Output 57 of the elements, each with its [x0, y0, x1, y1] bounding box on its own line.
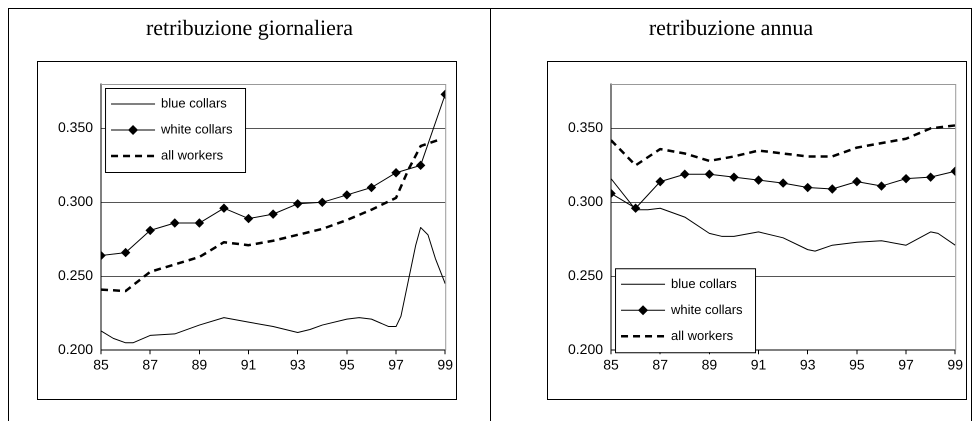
point: [656, 177, 665, 186]
point: [293, 199, 302, 208]
x-tick-label: 95: [339, 356, 355, 372]
point: [268, 210, 278, 219]
point: [416, 160, 426, 170]
x-tick-label: 97: [898, 356, 914, 372]
legend-label: white collars: [160, 122, 234, 137]
x-tick-label: 89: [702, 356, 718, 372]
y-tick-label: 0.200: [568, 341, 604, 358]
legend-label: blue collars: [671, 276, 738, 291]
point: [121, 248, 130, 258]
y-tick-label: 0.300: [58, 193, 94, 210]
point: [219, 204, 228, 213]
legend-label: white collars: [670, 302, 744, 317]
x-tick-label: 91: [750, 356, 767, 372]
x-tick-label: 85: [93, 356, 110, 372]
legend-label: all workers: [671, 328, 734, 343]
point: [754, 176, 764, 185]
point: [803, 183, 812, 192]
x-tick-label: 99: [947, 356, 964, 372]
point: [926, 172, 936, 182]
point: [194, 218, 204, 228]
chart-title: retribuzione annua: [648, 15, 814, 41]
point: [876, 182, 886, 191]
point: [342, 190, 352, 200]
y-tick-label: 0.200: [58, 341, 94, 358]
chart-title: retribuzione giornaliera: [144, 15, 354, 41]
point: [704, 170, 714, 179]
point: [852, 177, 862, 186]
x-tick-label: 87: [652, 356, 668, 372]
x-tick-label: 97: [388, 356, 404, 372]
point: [170, 218, 180, 228]
legend-label: blue collars: [161, 96, 228, 111]
y-tick-label: 0.350: [58, 119, 94, 136]
x-tick-label: 87: [142, 356, 158, 372]
x-tick-label: 91: [240, 356, 257, 372]
point: [828, 184, 837, 194]
point: [392, 168, 401, 178]
x-tick-label: 85: [603, 356, 620, 372]
point: [680, 170, 690, 179]
y-tick-label: 0.250: [58, 267, 94, 284]
y-tick-label: 0.250: [568, 267, 604, 284]
point: [778, 178, 788, 188]
y-tick-label: 0.300: [568, 193, 604, 210]
legend-label: all workers: [161, 148, 224, 163]
point: [318, 198, 327, 207]
x-tick-label: 93: [290, 356, 306, 372]
y-tick-label: 0.350: [568, 119, 604, 136]
x-tick-label: 95: [849, 356, 865, 372]
x-tick-label: 99: [437, 356, 454, 372]
point: [244, 214, 254, 224]
x-tick-label: 93: [800, 356, 816, 372]
point: [366, 183, 376, 192]
point: [902, 174, 911, 184]
x-tick-label: 89: [192, 356, 208, 372]
point: [729, 172, 738, 182]
point: [146, 226, 155, 235]
